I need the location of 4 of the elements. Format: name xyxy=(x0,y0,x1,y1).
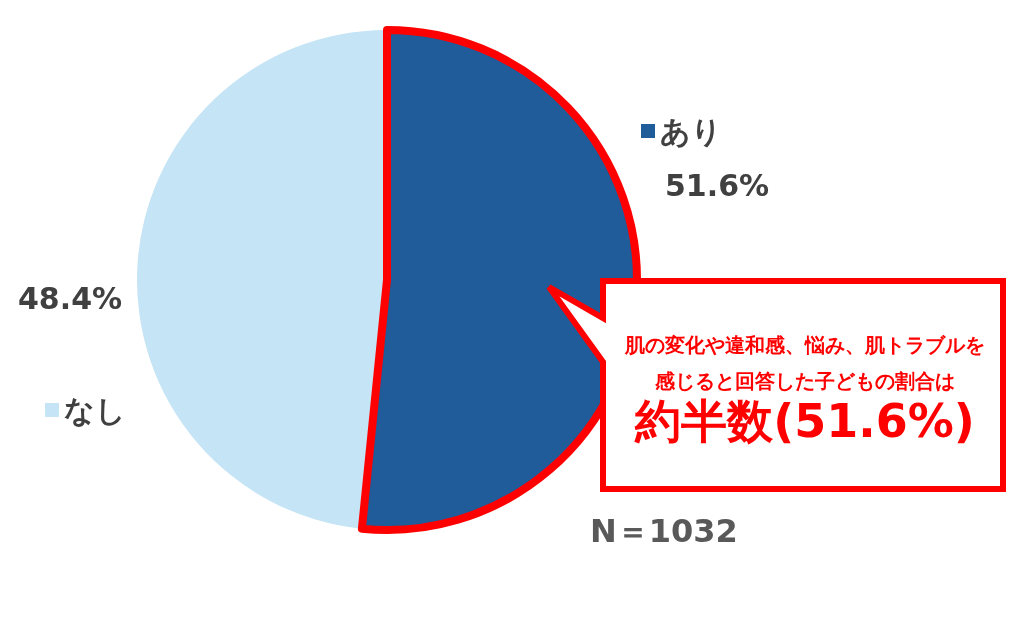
annotation: 感じると回答した子どもの割合は xyxy=(655,369,955,393)
annotation: 約半数(51.6%) xyxy=(635,394,975,448)
annotation: N＝1032 xyxy=(590,512,738,550)
annotation: 肌の変化や違和感、悩み、肌トラブルを xyxy=(625,333,985,357)
